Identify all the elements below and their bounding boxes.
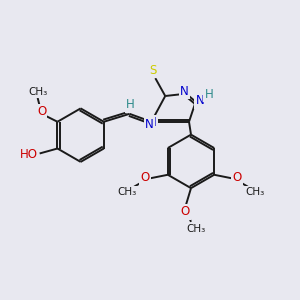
Text: CH₃: CH₃ xyxy=(245,187,264,196)
Text: O: O xyxy=(232,171,242,184)
Text: N: N xyxy=(180,85,188,98)
Text: N: N xyxy=(145,118,154,131)
Text: CH₃: CH₃ xyxy=(186,224,206,234)
Text: S: S xyxy=(150,64,157,77)
Text: N: N xyxy=(196,94,204,107)
Text: CH₃: CH₃ xyxy=(28,87,47,97)
Text: CH₃: CH₃ xyxy=(118,187,137,196)
Text: O: O xyxy=(37,105,46,119)
Text: O: O xyxy=(140,171,150,184)
Text: N: N xyxy=(148,116,157,129)
Text: H: H xyxy=(205,88,213,100)
Text: O: O xyxy=(180,206,190,218)
Text: HO: HO xyxy=(20,148,38,161)
Text: H: H xyxy=(126,98,135,111)
